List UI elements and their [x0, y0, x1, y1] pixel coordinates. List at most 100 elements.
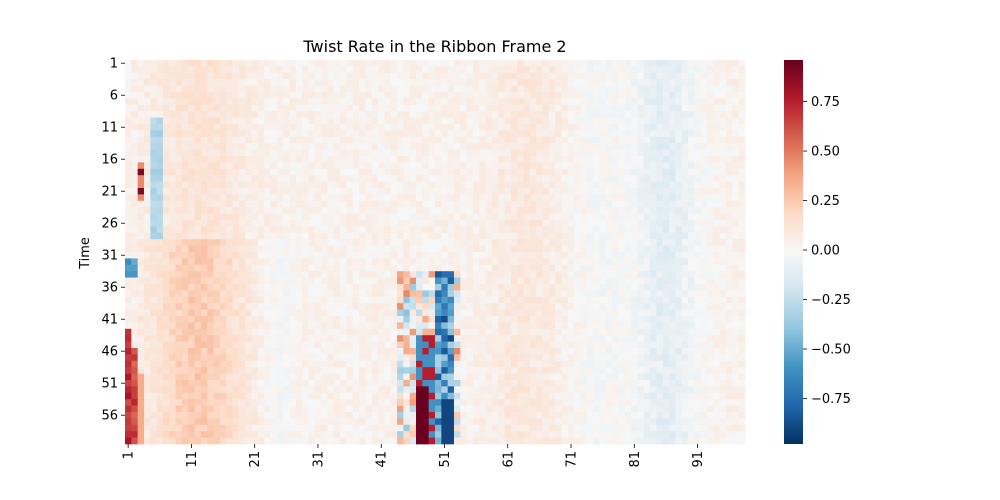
heatmap-cell: [276, 124, 284, 131]
heatmap-cell: [580, 277, 588, 285]
heatmap-cell: [719, 296, 727, 304]
heatmap-cell: [359, 328, 366, 336]
heatmap-cell: [732, 143, 740, 150]
heatmap-cell: [219, 130, 227, 138]
heatmap-cell: [251, 162, 259, 170]
heatmap-cell: [327, 296, 335, 304]
heatmap-cell: [359, 373, 366, 381]
heatmap-cell: [688, 226, 695, 234]
heatmap-cell: [169, 360, 176, 368]
heatmap-cell: [447, 168, 455, 176]
heatmap-cell: [656, 232, 664, 240]
heatmap-cell: [453, 245, 461, 253]
heatmap-cell: [125, 309, 132, 317]
heatmap-cell: [125, 322, 132, 330]
heatmap-cell: [662, 367, 670, 374]
heatmap-cell: [536, 111, 543, 118]
heatmap-cell: [340, 200, 347, 208]
heatmap-cell: [713, 341, 721, 349]
heatmap-cell: [447, 309, 455, 317]
heatmap-cell: [567, 98, 575, 106]
heatmap-cell: [624, 380, 632, 387]
heatmap-cell: [681, 66, 689, 74]
heatmap-cell: [548, 136, 556, 144]
heatmap-cell: [131, 316, 139, 323]
heatmap-cell: [352, 181, 360, 189]
heatmap-cell: [523, 271, 531, 278]
heatmap-cell: [131, 380, 139, 387]
heatmap-cell: [441, 271, 449, 278]
heatmap-cell: [365, 341, 373, 349]
heatmap-cell: [435, 79, 442, 86]
heatmap-cell: [283, 149, 290, 157]
heatmap-cell: [580, 111, 588, 118]
heatmap-cell: [359, 271, 366, 278]
heatmap-cell: [555, 92, 562, 99]
heatmap-cell: [403, 124, 411, 131]
heatmap-cell: [359, 264, 366, 272]
heatmap-cell: [194, 111, 202, 118]
heatmap-cell: [327, 66, 335, 74]
heatmap-cell: [599, 239, 607, 246]
heatmap-cell: [378, 328, 385, 336]
heatmap-cell: [713, 60, 721, 67]
heatmap-cell: [675, 264, 683, 272]
heatmap-cell: [447, 136, 455, 144]
heatmap-cell: [346, 341, 354, 349]
heatmap-cell: [302, 143, 309, 150]
heatmap-cell: [150, 226, 157, 234]
heatmap-cell: [295, 239, 303, 246]
heatmap-cell: [276, 188, 284, 195]
heatmap-cell: [707, 220, 714, 227]
heatmap-cell: [574, 85, 581, 93]
heatmap-cell: [732, 252, 740, 259]
heatmap-cell: [333, 220, 341, 227]
heatmap-cell: [555, 98, 562, 106]
heatmap-cell: [327, 328, 335, 336]
heatmap-cell: [618, 66, 626, 74]
heatmap-cell: [403, 117, 411, 125]
heatmap-cell: [605, 162, 613, 170]
heatmap-cell: [295, 264, 303, 272]
heatmap-cell: [593, 284, 600, 291]
heatmap-cell: [631, 360, 638, 368]
heatmap-cell: [390, 277, 398, 285]
heatmap-cell: [624, 252, 632, 259]
heatmap-cell: [688, 341, 695, 349]
heatmap-cell: [719, 143, 727, 150]
heatmap-cell: [453, 271, 461, 278]
heatmap-cell: [504, 303, 512, 310]
heatmap-cell: [175, 309, 183, 317]
heatmap-cell: [428, 258, 436, 266]
heatmap-cell: [194, 380, 202, 387]
heatmap-cell: [270, 245, 278, 253]
heatmap-cell: [656, 245, 664, 253]
heatmap-cell: [491, 117, 499, 125]
heatmap-cell: [359, 60, 366, 67]
heatmap-cell: [548, 162, 556, 170]
heatmap-cell: [523, 296, 531, 304]
heatmap-cell: [523, 380, 531, 387]
heatmap-cell: [219, 373, 227, 381]
heatmap-cell: [188, 85, 195, 93]
heatmap-cell: [631, 348, 638, 355]
heatmap-cell: [226, 271, 233, 278]
heatmap-cell: [624, 188, 632, 195]
heatmap-cell: [283, 207, 290, 214]
heatmap-cell: [289, 284, 297, 291]
heatmap-cell: [416, 226, 423, 234]
heatmap-cell: [542, 354, 550, 362]
heatmap-cell: [365, 149, 373, 157]
heatmap-cell: [213, 66, 221, 74]
heatmap-cell: [624, 156, 632, 163]
heatmap-cell: [479, 335, 486, 342]
heatmap-cell: [719, 188, 727, 195]
heatmap-cell: [295, 156, 303, 163]
heatmap-cell: [428, 60, 436, 67]
heatmap-cell: [675, 162, 683, 170]
heatmap-cell: [555, 348, 562, 355]
heatmap-cell: [707, 60, 714, 67]
heatmap-cell: [631, 213, 638, 221]
heatmap-cell: [397, 130, 404, 138]
heatmap-cell: [726, 328, 733, 336]
